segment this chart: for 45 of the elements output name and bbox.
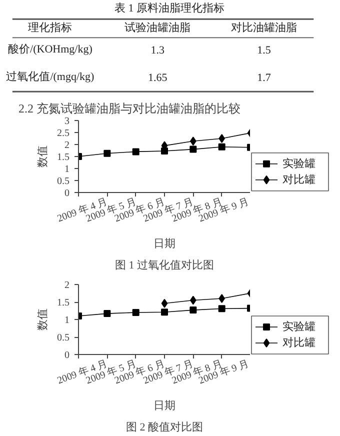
x-axis-title: 日期 [154, 400, 176, 412]
category-label: 试验油罐油脂 [124, 20, 191, 34]
point [218, 143, 226, 150]
point [218, 134, 225, 143]
y-tick-label: 0 [64, 188, 70, 199]
category-label: 对比油罐油脂 [230, 20, 297, 34]
text: 图 1 过氧化值对比图 [115, 258, 214, 272]
chart-subtitle: 2.2 充氮试验罐油脂与对比油罐油脂的比较 [18, 102, 240, 116]
point [161, 308, 168, 316]
x-axis-title: 日期 [154, 238, 176, 250]
text: 1.3 [150, 44, 164, 56]
point [161, 298, 168, 308]
point [190, 146, 197, 153]
text: 图 2 酸值对比图 [126, 420, 203, 434]
y-tick-label: 2.5 [57, 128, 70, 139]
legend-label: 对比罐 [282, 172, 316, 186]
point [190, 306, 197, 314]
y-tick-label: 0 [64, 350, 70, 361]
y-tick-label: 2 [64, 140, 70, 151]
text: 表 1 原料油脂理化指标 [114, 1, 224, 14]
y-tick-label: 0.5 [57, 332, 70, 344]
text: 1.65 [148, 72, 168, 84]
text: 1.7 [257, 72, 271, 84]
y-tick-label: 1 [64, 315, 70, 326]
point [104, 310, 111, 318]
y-tick-label: 3 [64, 116, 70, 127]
text: 1.5 [257, 44, 271, 56]
category-label: 酸价/(KOHmg/kg) [8, 43, 92, 56]
category-label: 理化指标 [28, 22, 72, 34]
point [218, 305, 226, 312]
y-tick-label: 1.5 [57, 298, 70, 308]
legend-label: 对比罐 [282, 336, 316, 349]
y-axis-title: 数值 [37, 146, 49, 168]
category-label: 过氧化值/(mgq/kg) [6, 70, 94, 83]
y-tick-label: 1.5 [57, 152, 70, 163]
legend-label: 实验罐 [282, 320, 316, 333]
legend-label: 实验罐 [282, 156, 316, 170]
y-tick-label: 2 [64, 280, 70, 291]
y-tick-label: 0.5 [57, 176, 70, 187]
point [104, 150, 111, 157]
y-tick-label: 1 [64, 164, 70, 175]
point [132, 309, 140, 316]
point [132, 148, 140, 156]
y-axis-title: 数值 [37, 308, 49, 330]
point [218, 294, 225, 303]
